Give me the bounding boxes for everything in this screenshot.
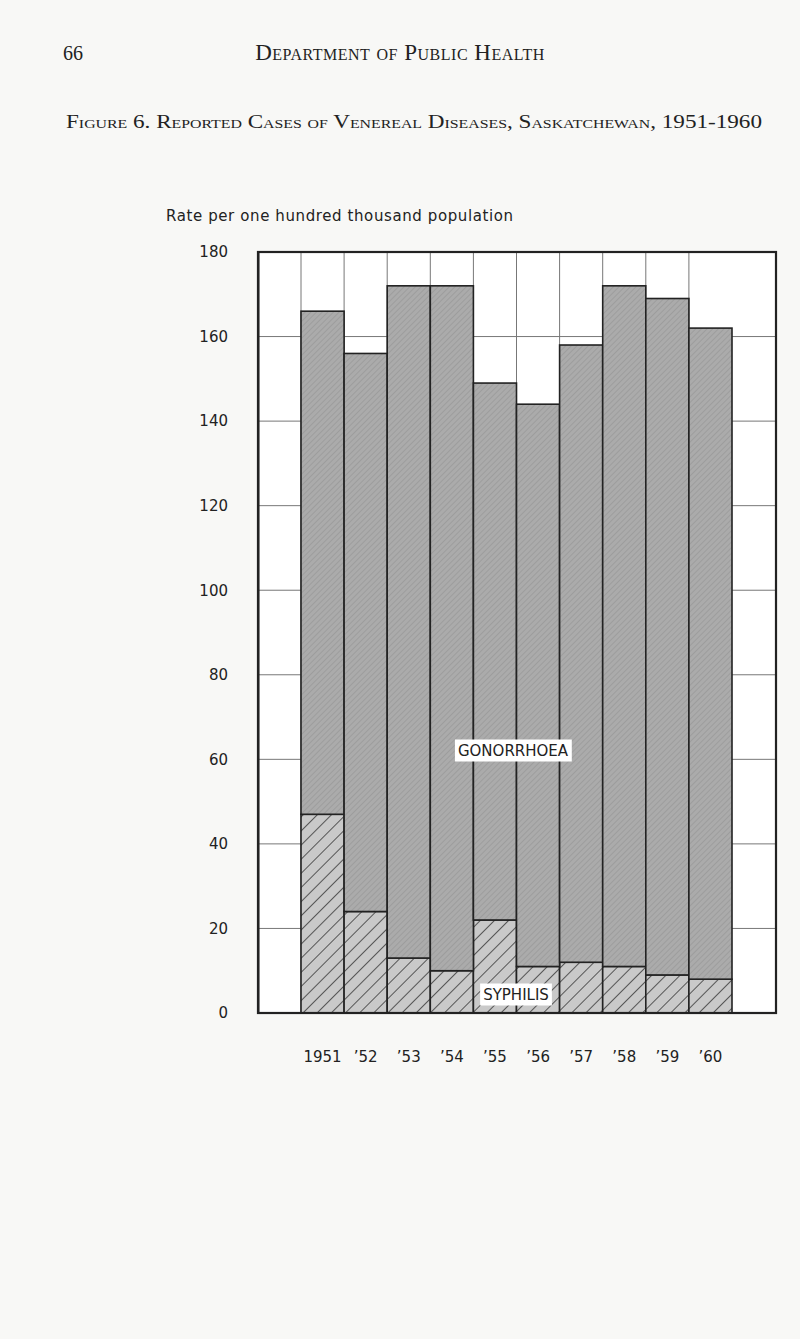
y-tick: 0: [218, 1004, 258, 1022]
bar: [646, 975, 689, 1013]
series-label: GONORRHOEA: [458, 742, 569, 760]
bar: [301, 311, 344, 814]
x-tick: ’53: [397, 1013, 421, 1066]
x-tick-label: ’59: [655, 1048, 679, 1066]
page-header: Department of Public Health: [255, 40, 545, 65]
y-tick: 120: [199, 497, 258, 515]
x-axis: 1951 ’52 ’53 ’54 ’55 ’56 ’57 ’58 ’59 ’60: [302, 1013, 733, 1066]
page-number: 66: [63, 42, 83, 64]
chart: 66 Department of Public Health Figure 6. R…: [0, 0, 800, 1339]
x-tick: ’59: [655, 1013, 679, 1066]
y-tick-label: 160: [199, 328, 228, 346]
x-tick: ’58: [612, 1013, 636, 1066]
x-tick-label: ’60: [699, 1048, 723, 1066]
bar: [387, 958, 430, 1013]
bar: [344, 912, 387, 1013]
x-tick-label: ’54: [440, 1048, 464, 1066]
y-axis-title: Rate per one hundred thousand population: [166, 207, 514, 225]
x-tick: 1951: [303, 1013, 341, 1066]
series-label-background: [480, 984, 552, 1006]
y-tick-label: 120: [199, 497, 228, 515]
x-tick: ’60: [699, 1013, 723, 1066]
series: [301, 286, 732, 979]
x-tick: ’56: [526, 1013, 550, 1066]
x-tick: ’54: [440, 1013, 464, 1066]
y-tick-label: 180: [199, 243, 228, 261]
y-tick: 180: [199, 243, 258, 261]
y-tick: 40: [209, 835, 258, 853]
x-tick-label: ’58: [612, 1048, 636, 1066]
bar: [430, 286, 473, 971]
x-tick-label: ’55: [483, 1048, 507, 1066]
x-axis-line: [302, 1013, 733, 1014]
bar: [603, 286, 646, 967]
y-tick-label: 100: [199, 582, 228, 600]
bar: [646, 299, 689, 975]
x-tick-label: ’56: [526, 1048, 550, 1066]
bar: [560, 345, 603, 962]
bar: [689, 328, 732, 979]
y-tick: 160: [199, 328, 258, 346]
bar: [517, 404, 560, 966]
y-tick: 100: [199, 582, 258, 600]
series-label-group: GONORRHOEA: [455, 740, 572, 762]
bar: [301, 814, 344, 1013]
series-label: SYPHILIS: [483, 986, 549, 1004]
y-tick: 60: [209, 751, 258, 769]
plot-area: [258, 252, 776, 1013]
series-label-group: SYPHILIS: [480, 984, 552, 1006]
y-tick: 20: [209, 920, 258, 938]
y-tick-label: 0: [218, 1004, 228, 1022]
y-tick-label: 80: [209, 666, 228, 684]
y-tick-label: 60: [209, 751, 228, 769]
series-label-background: [455, 740, 572, 762]
x-tick: ’55: [483, 1013, 507, 1066]
x-tick: ’52: [354, 1013, 378, 1066]
y-tick-label: 40: [209, 835, 228, 853]
y-tick-label: 140: [199, 412, 228, 430]
bar: [430, 971, 473, 1013]
bar: [473, 383, 516, 920]
x-tick-label: 1951: [303, 1048, 341, 1066]
x-tick-label: ’53: [397, 1048, 421, 1066]
x-tick: ’57: [569, 1013, 593, 1066]
bar: [387, 286, 430, 958]
y-axis-line: [258, 253, 260, 1014]
y-tick: 80: [209, 666, 258, 684]
y-tick: 140: [199, 412, 258, 430]
y-tick-label: 20: [209, 920, 228, 938]
bar: [603, 966, 646, 1013]
grid: [258, 252, 776, 1013]
bar: [689, 979, 732, 1013]
y-axis: 0 20 40 60 80 100 120 140 160 180: [199, 243, 258, 1022]
title: Figure 6. Reported Cases of Venereal Dis…: [66, 111, 762, 132]
x-tick-label: ’52: [354, 1048, 378, 1066]
plot-frame: [258, 252, 776, 1013]
bar: [560, 962, 603, 1013]
x-tick-label: ’57: [569, 1048, 593, 1066]
bar: [344, 353, 387, 911]
bars: [301, 286, 732, 1013]
